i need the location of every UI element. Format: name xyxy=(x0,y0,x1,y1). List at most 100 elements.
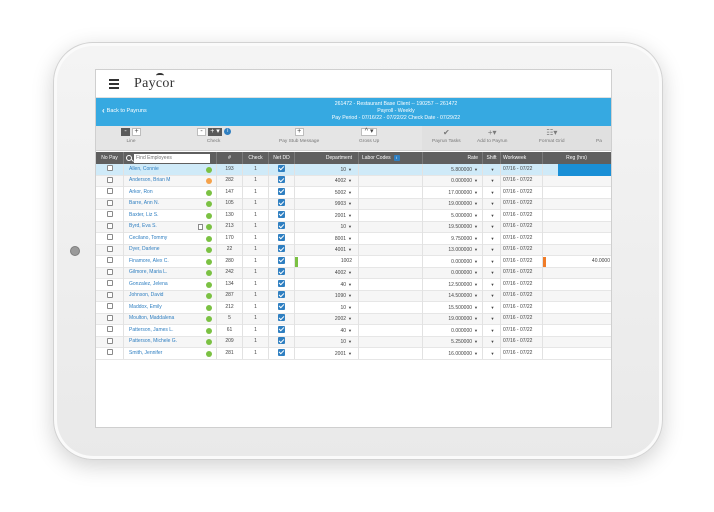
header-check[interactable]: Check xyxy=(243,152,269,164)
reg-hours-cell[interactable] xyxy=(543,336,611,348)
header-net-dd[interactable]: Net DD xyxy=(269,152,295,164)
workweek-cell[interactable]: 07/16 - 07/22 xyxy=(501,221,543,233)
rate-cell[interactable]: 9.750000 ▼ xyxy=(423,232,483,244)
no-pay-checkbox[interactable] xyxy=(106,222,113,229)
employee-name[interactable]: Patterson, Michele G. xyxy=(129,338,178,344)
header-workweek[interactable]: Workweek xyxy=(501,152,543,164)
employee-name-cell[interactable]: Gonzalez, Jelena xyxy=(124,278,217,290)
chevron-down-icon[interactable]: ▼ xyxy=(490,235,495,241)
chevron-down-icon[interactable]: ▼ xyxy=(490,201,495,206)
net-dd-checkbox[interactable] xyxy=(278,210,285,218)
gross-up-button[interactable]: ^ ▾ xyxy=(361,128,378,136)
department-cell[interactable]: 5002 ▼ xyxy=(295,186,359,198)
reg-hours-cell[interactable] xyxy=(543,244,611,256)
rate-cell[interactable]: 17.000000 ▼ xyxy=(423,186,483,198)
rate-cell[interactable]: 5.800000 ▼ xyxy=(423,163,483,175)
check-add-button[interactable]: + ▾ xyxy=(208,128,222,136)
employee-name[interactable]: Cecilano, Tommy xyxy=(129,234,168,241)
workweek-cell[interactable]: 07/16 - 07/22 xyxy=(501,244,543,256)
department-cell[interactable]: 10 ▼ xyxy=(295,301,359,313)
chevron-down-icon[interactable]: ▼ xyxy=(474,201,478,206)
header-rate[interactable]: Rate xyxy=(423,152,483,164)
shift-cell[interactable]: ▼ xyxy=(483,163,501,175)
info-icon[interactable]: i xyxy=(224,128,232,136)
employee-name-cell[interactable]: Smith, Jennifer xyxy=(124,347,217,359)
table-row[interactable]: Patterson, James L. 61 1 40 ▼ 0.000000 ▼ ▼ 07/16… xyxy=(96,324,611,337)
table-row[interactable]: Byrd, Eva S. 213 1 10 ▼ 19.500000 ▼ ▼ 07/16 - 07… xyxy=(96,221,611,233)
department-cell[interactable]: 1090 ▼ xyxy=(295,290,359,302)
rate-cell[interactable]: 15.500000 ▼ xyxy=(423,301,483,313)
employee-name[interactable]: Gonzalez, Jelena xyxy=(129,280,168,287)
chevron-down-icon[interactable]: ▼ xyxy=(348,270,352,275)
workweek-cell[interactable]: 07/16 - 07/22 xyxy=(501,313,543,325)
reg-hours-cell[interactable] xyxy=(543,198,611,210)
chevron-down-icon[interactable]: ▼ xyxy=(474,178,478,183)
employee-name[interactable]: Dyer, Darlene xyxy=(129,246,160,252)
employee-name-cell[interactable]: Allen, Connie xyxy=(124,163,217,175)
chevron-down-icon[interactable]: ▼ xyxy=(348,293,352,298)
department-cell[interactable]: 2001 ▼ xyxy=(295,209,359,221)
table-row[interactable]: Barre, Ann N. 105 1 9903 ▼ 19.000000 ▼ ▼ 07/16 -… xyxy=(96,198,611,210)
labor-codes-cell[interactable] xyxy=(359,313,423,325)
no-pay-checkbox[interactable] xyxy=(106,199,113,206)
back-to-payruns-link[interactable]: ‹ Back to Payruns xyxy=(102,107,147,115)
net-dd-checkbox[interactable] xyxy=(278,337,285,345)
net-dd-checkbox[interactable] xyxy=(278,245,285,253)
paystub-add-button[interactable]: + xyxy=(294,128,304,136)
rate-cell[interactable]: 19.000000 ▼ xyxy=(423,313,483,325)
shift-cell[interactable]: ▼ xyxy=(483,244,501,256)
chevron-down-icon[interactable]: ▼ xyxy=(474,270,478,275)
chevron-down-icon[interactable]: ▼ xyxy=(348,281,352,287)
shift-cell[interactable]: ▼ xyxy=(483,336,501,348)
reg-hours-cell[interactable] xyxy=(543,221,611,233)
table-row[interactable]: Maddox, Emily 212 1 10 ▼ 15.500000 ▼ ▼ 07/16 - 0… xyxy=(96,301,611,314)
rate-cell[interactable]: 19.500000 ▼ xyxy=(423,221,483,233)
chevron-down-icon[interactable]: ▼ xyxy=(348,166,352,172)
department-cell[interactable]: 2001 ▼ xyxy=(295,347,359,359)
reg-hours-cell[interactable] xyxy=(543,187,611,199)
workweek-cell[interactable]: 07/16 - 07/22 xyxy=(501,290,543,302)
workweek-cell[interactable]: 07/16 - 07/22 xyxy=(501,336,543,348)
chevron-down-icon[interactable]: ▼ xyxy=(490,270,495,275)
chevron-down-icon[interactable]: ▼ xyxy=(474,258,478,264)
workweek-cell[interactable]: 07/16 - 07/22 xyxy=(501,324,543,336)
header-no-pay[interactable]: No Pay xyxy=(96,152,124,164)
shift-cell[interactable]: ▼ xyxy=(483,313,501,325)
no-pay-checkbox[interactable] xyxy=(106,314,113,321)
labor-codes-cell[interactable] xyxy=(359,163,423,175)
chevron-down-icon[interactable]: ▼ xyxy=(490,258,495,264)
employee-name-cell[interactable]: Johnson, David xyxy=(124,290,217,302)
department-cell[interactable]: 2002 ▼ xyxy=(295,313,359,325)
shift-cell[interactable]: ▼ xyxy=(483,301,501,313)
line-remove-button[interactable]: - xyxy=(121,128,130,136)
selected-reg-cell[interactable] xyxy=(558,164,611,176)
rate-cell[interactable]: 5.250000 ▼ xyxy=(423,336,483,348)
employee-name[interactable]: Arkor, Ron xyxy=(129,188,153,195)
employee-name[interactable]: Gilmore, Maria L. xyxy=(129,269,168,275)
chevron-down-icon[interactable]: ▼ xyxy=(490,281,495,287)
chevron-down-icon[interactable]: ▼ xyxy=(348,189,352,195)
department-cell[interactable]: 8001 ▼ xyxy=(295,232,359,244)
employee-name[interactable]: Byrd, Eva S. xyxy=(129,223,157,229)
employee-name[interactable]: Barre, Ann N. xyxy=(129,200,160,206)
no-pay-checkbox[interactable] xyxy=(106,165,113,172)
info-icon[interactable]: i xyxy=(393,155,400,161)
employee-name-cell[interactable]: Baxter, Liz S. xyxy=(124,209,217,221)
chevron-down-icon[interactable]: ▼ xyxy=(348,212,352,218)
chevron-down-icon[interactable]: ▼ xyxy=(348,350,352,356)
check-remove-button[interactable]: - xyxy=(197,128,206,136)
labor-codes-cell[interactable] xyxy=(359,324,423,336)
labor-codes-cell[interactable] xyxy=(359,232,423,244)
employee-name[interactable]: Smith, Jennifer xyxy=(129,349,163,356)
table-row[interactable]: Johnson, David 287 1 1090 ▼ 14.500000 ▼ ▼ 07/16 … xyxy=(96,290,611,302)
reg-hours-cell[interactable] xyxy=(543,313,611,325)
employee-name[interactable]: Maddox, Emily xyxy=(129,303,162,310)
employee-name-cell[interactable]: Arkor, Ron xyxy=(124,186,217,198)
shift-cell[interactable]: ▼ xyxy=(483,290,501,302)
shift-cell[interactable]: ▼ xyxy=(483,347,501,359)
reg-hours-cell[interactable]: 40.0000 xyxy=(543,256,611,268)
labor-codes-cell[interactable] xyxy=(359,336,423,348)
no-pay-checkbox[interactable] xyxy=(106,245,113,252)
chevron-down-icon[interactable]: ▼ xyxy=(474,247,478,252)
employee-name[interactable]: Patterson, James L. xyxy=(129,326,174,333)
